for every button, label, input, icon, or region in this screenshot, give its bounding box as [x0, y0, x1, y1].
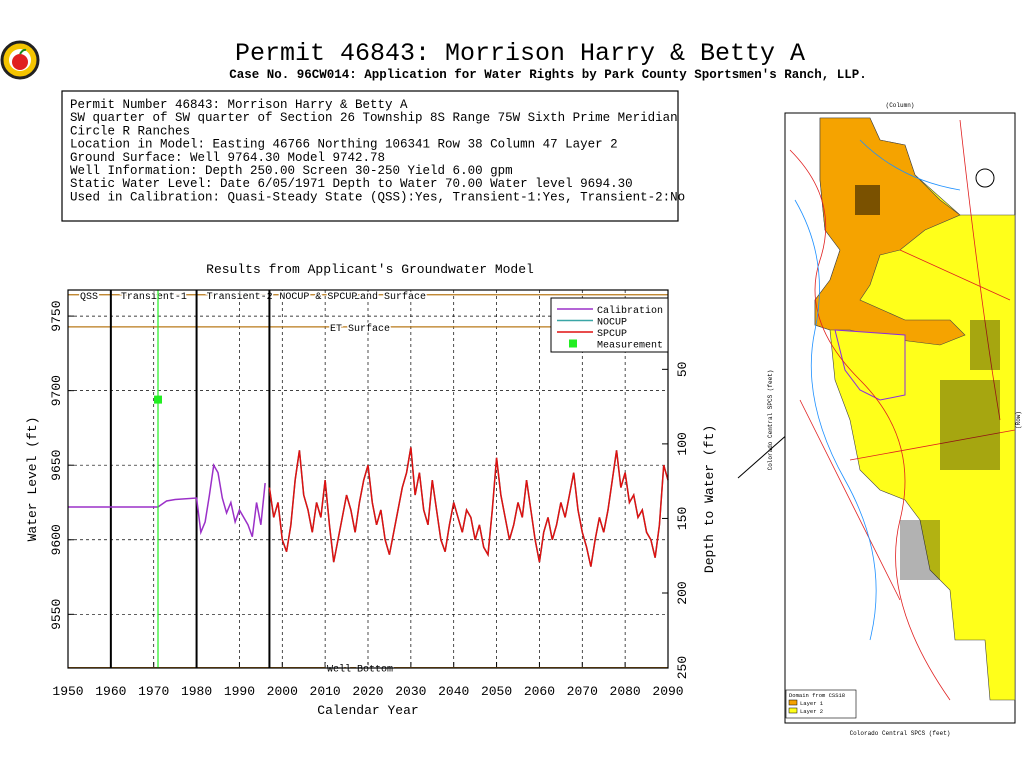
- y2-axis-title: Depth to Water (ft): [702, 425, 717, 573]
- y-tick-label: 9550: [49, 599, 64, 630]
- info: Permit Number 46843: Morrison Harry & Be…: [70, 98, 685, 204]
- y-axis-title: Water Level (ft): [25, 417, 40, 542]
- map-wells: [855, 185, 1000, 580]
- map-legend-item: Layer 2: [800, 708, 823, 715]
- title: Permit 46843: Morrison Harry & Betty A: [235, 39, 805, 68]
- x-tick-label: 2060: [524, 684, 555, 699]
- info-line: Circle R Ranches: [70, 124, 190, 138]
- chart-title: Results from Applicant's Groundwater Mod…: [206, 262, 534, 277]
- compass: [975, 168, 995, 188]
- period-label: Transient-1: [121, 291, 187, 303]
- reference-label: Well Bottom: [327, 664, 393, 676]
- legend-label: SPCUP: [597, 329, 627, 340]
- x-tick-label: 2080: [610, 684, 641, 699]
- info-line: Static Water Level: Date 6/05/1971 Depth…: [70, 177, 633, 191]
- y2-tick-label: 200: [675, 581, 690, 604]
- x-tick-label: 2020: [352, 684, 383, 699]
- map-legend-item: Layer 1: [800, 700, 824, 707]
- series-line: [268, 447, 669, 567]
- reference-label: ET Surface: [330, 323, 390, 335]
- map-top-label: (Column): [886, 102, 915, 109]
- legend-swatch: [788, 707, 798, 714]
- info-line: SW quarter of SW quarter of Section 26 T…: [70, 111, 678, 125]
- chart: Results from Applicant's Groundwater Mod…: [25, 262, 717, 718]
- legend-box: [550, 297, 669, 353]
- map-layer-1: [814, 117, 966, 346]
- legend-marker: [569, 339, 577, 348]
- reference-label: Land Surface: [354, 291, 426, 303]
- y-tick-label: 9650: [49, 450, 64, 481]
- plot-border: [67, 289, 669, 669]
- map: Domain from CSS18 Layer 1 Layer 2 (Colum…: [737, 102, 1022, 737]
- legend-label: NOCUP: [597, 318, 627, 329]
- x-tick-label: 2090: [652, 684, 683, 699]
- x-tick-label: 1980: [181, 684, 212, 699]
- period-label: Transient-2: [207, 291, 273, 303]
- legend-label: Calibration: [597, 305, 663, 317]
- x-tick-label: 1960: [95, 684, 126, 699]
- y2-tick-label: 50: [675, 362, 690, 378]
- y2-tick-label: 250: [675, 656, 690, 679]
- x-tick-label: 1950: [52, 684, 83, 699]
- x-tick-label: 2000: [267, 684, 298, 699]
- map-bottom-label: Colorado Central SPCS (feet): [850, 730, 951, 737]
- series-line: [68, 462, 266, 538]
- map-right-label: (Row): [1015, 411, 1022, 429]
- subtitle: Case No. 96CW014: Application for Water …: [229, 68, 867, 82]
- info-line: Permit Number 46843: Morrison Harry & Be…: [70, 98, 408, 112]
- legend-label: Measurement: [597, 341, 663, 352]
- info-line: Well Information: Depth 250.00 Screen 30…: [70, 164, 513, 178]
- legend-swatch: [788, 699, 798, 706]
- info-line: Ground Surface: Well 9764.30 Model 9742.…: [70, 151, 385, 165]
- map-streams: [794, 139, 961, 641]
- logo: [0, 40, 40, 80]
- period-label: QSS: [80, 292, 98, 303]
- x-axis-title: Calendar Year: [317, 703, 418, 718]
- y2-tick-label: 150: [675, 507, 690, 530]
- map-legend-title: Domain from CSS18: [789, 692, 845, 699]
- x-tick-label: 1970: [138, 684, 169, 699]
- info-box: [61, 90, 679, 222]
- y2-tick-label: 100: [675, 432, 690, 455]
- x-tick-label: 2070: [567, 684, 598, 699]
- x-tick-label: 2050: [481, 684, 512, 699]
- x-tick-label: 1990: [224, 684, 255, 699]
- x-tick-label: 2040: [438, 684, 469, 699]
- x-tick-label: 2030: [395, 684, 426, 699]
- info-line: Location in Model: Easting 46766 Northin…: [70, 138, 618, 152]
- y-tick-label: 9600: [49, 524, 64, 555]
- map-roads: [789, 119, 1016, 701]
- period-label: NOCUP & SPCUP: [279, 292, 357, 303]
- y-tick-label: 9700: [49, 375, 64, 406]
- map-left-label: Colorado Central SPCS (feet): [767, 370, 774, 471]
- measurement-point: [154, 395, 162, 404]
- info-line: Used in Calibration: Quasi-Steady State …: [70, 190, 685, 204]
- map-legend: [785, 689, 857, 719]
- x-tick-label: 2010: [310, 684, 341, 699]
- y-tick-label: 9750: [49, 300, 64, 331]
- map-zone: [834, 329, 906, 401]
